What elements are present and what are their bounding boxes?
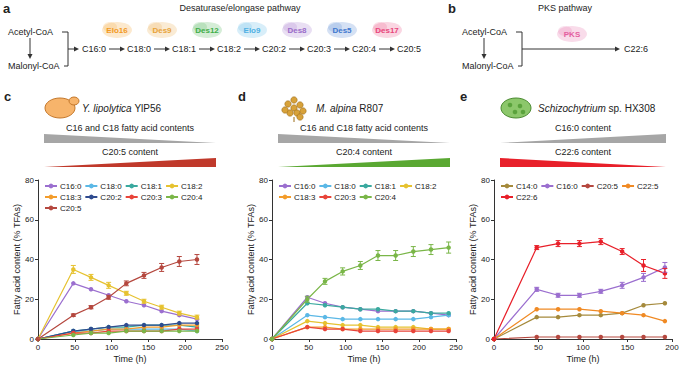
svg-text:40: 40	[25, 255, 34, 264]
svg-text:C20:5: C20:5	[597, 182, 619, 191]
svg-text:100: 100	[339, 343, 353, 352]
svg-text:Elo9: Elo9	[244, 26, 261, 35]
svg-text:PKS pathway: PKS pathway	[538, 3, 593, 13]
svg-text:20: 20	[259, 295, 268, 304]
svg-text:60: 60	[481, 215, 490, 224]
svg-text:C16:0 content: C16:0 content	[555, 123, 612, 133]
svg-text:C18:2: C18:2	[415, 182, 437, 191]
svg-text:C20:4: C20:4	[181, 193, 203, 202]
svg-text:0: 0	[36, 343, 41, 352]
svg-text:80: 80	[481, 176, 490, 185]
svg-text:C18:3: C18:3	[294, 193, 316, 202]
svg-text:Des9: Des9	[152, 26, 172, 35]
svg-text:Y. lipolytica: Y. lipolytica	[82, 103, 132, 114]
svg-text:Des17: Des17	[375, 26, 399, 35]
svg-text:Time (h): Time (h)	[566, 354, 599, 364]
svg-text:C18:0: C18:0	[127, 44, 151, 54]
svg-text:Fatty acid content (% TFAs): Fatty acid content (% TFAs)	[12, 204, 22, 315]
svg-text:100: 100	[105, 343, 119, 352]
svg-text:C16:0: C16:0	[82, 44, 106, 54]
svg-text:60: 60	[259, 215, 268, 224]
svg-text:Malonyl-CoA: Malonyl-CoA	[462, 61, 514, 71]
svg-text:C20:4 content: C20:4 content	[336, 147, 393, 157]
svg-text:C18:2: C18:2	[217, 44, 241, 54]
svg-text:Acetyl-CoA: Acetyl-CoA	[462, 27, 507, 37]
svg-text:0: 0	[270, 343, 275, 352]
svg-text:60: 60	[25, 215, 34, 224]
svg-text:C18:0: C18:0	[334, 182, 356, 191]
svg-text:PKS: PKS	[564, 30, 581, 39]
svg-text:C18:1: C18:1	[375, 182, 397, 191]
svg-text:C22:6 content: C22:6 content	[555, 147, 612, 157]
svg-text:20: 20	[25, 295, 34, 304]
svg-text:C20:3: C20:3	[141, 193, 163, 202]
svg-text:C22:6: C22:6	[516, 193, 538, 202]
svg-text:e: e	[460, 89, 467, 104]
svg-text:80: 80	[259, 176, 268, 185]
svg-text:Acetyl-CoA: Acetyl-CoA	[8, 27, 53, 37]
svg-text:0: 0	[30, 335, 35, 344]
svg-text:c: c	[4, 89, 11, 104]
svg-text:C20:4: C20:4	[375, 193, 397, 202]
svg-text:C20:5: C20:5	[397, 44, 421, 54]
svg-text:0: 0	[492, 343, 497, 352]
svg-text:C20:4: C20:4	[352, 44, 376, 54]
svg-text:M. alpina: M. alpina	[316, 103, 357, 114]
svg-text:Des5: Des5	[332, 26, 352, 35]
svg-text:C20:5: C20:5	[60, 204, 82, 213]
svg-text:C16 and C18 fatty acid content: C16 and C18 fatty acid contents	[66, 123, 195, 133]
svg-text:YlP56: YlP56	[134, 103, 161, 114]
svg-text:250: 250	[215, 343, 229, 352]
svg-text:b: b	[448, 1, 456, 16]
svg-text:C16:0: C16:0	[294, 182, 316, 191]
svg-text:200: 200	[179, 343, 193, 352]
svg-text:Elo16: Elo16	[106, 26, 128, 35]
svg-text:200: 200	[413, 343, 427, 352]
svg-text:80: 80	[25, 176, 34, 185]
svg-text:C20:5 content: C20:5 content	[102, 147, 159, 157]
svg-text:C18:1: C18:1	[172, 44, 196, 54]
svg-text:0: 0	[264, 335, 269, 344]
svg-text:C22:5: C22:5	[637, 182, 659, 191]
svg-text:Schizochytrium: Schizochytrium	[538, 103, 606, 114]
svg-text:20: 20	[481, 295, 490, 304]
svg-text:d: d	[238, 89, 246, 104]
svg-text:0: 0	[486, 335, 491, 344]
svg-text:40: 40	[481, 255, 490, 264]
svg-text:200: 200	[665, 343, 679, 352]
svg-text:Time (h): Time (h)	[347, 354, 380, 364]
svg-text:C16 and C18 fatty acid content: C16 and C18 fatty acid contents	[300, 123, 429, 133]
svg-text:Des12: Des12	[195, 26, 219, 35]
svg-text:Fatty acid content (% TFAs): Fatty acid content (% TFAs)	[468, 204, 478, 315]
svg-text:C18:2: C18:2	[181, 182, 203, 191]
svg-text:Malonyl-CoA: Malonyl-CoA	[8, 61, 60, 71]
svg-text:sp. HX308: sp. HX308	[609, 103, 656, 114]
svg-text:C20:2: C20:2	[262, 44, 286, 54]
svg-text:C22:6: C22:6	[624, 44, 648, 54]
svg-text:150: 150	[376, 343, 390, 352]
svg-text:Time (h): Time (h)	[113, 354, 146, 364]
svg-text:C18:1: C18:1	[141, 182, 163, 191]
svg-text:C20:3: C20:3	[334, 193, 356, 202]
svg-text:R807: R807	[359, 103, 383, 114]
svg-text:40: 40	[259, 255, 268, 264]
svg-text:250: 250	[449, 343, 463, 352]
svg-text:Desaturase/elongase pathway: Desaturase/elongase pathway	[179, 3, 301, 13]
svg-text:Fatty acid content (% TFAs): Fatty acid content (% TFAs)	[246, 204, 256, 315]
svg-text:50: 50	[304, 343, 313, 352]
svg-text:C20:3: C20:3	[307, 44, 331, 54]
svg-text:100: 100	[576, 343, 590, 352]
svg-text:C16:0: C16:0	[556, 182, 578, 191]
svg-text:a: a	[3, 1, 11, 16]
svg-text:C20:2: C20:2	[100, 193, 122, 202]
svg-text:150: 150	[621, 343, 635, 352]
svg-text:C14:0: C14:0	[516, 182, 538, 191]
svg-text:150: 150	[142, 343, 156, 352]
svg-text:50: 50	[534, 343, 543, 352]
svg-text:C18:3: C18:3	[60, 193, 82, 202]
svg-text:C18:0: C18:0	[100, 182, 122, 191]
svg-text:C16:0: C16:0	[60, 182, 82, 191]
svg-text:Des8: Des8	[287, 26, 307, 35]
svg-text:50: 50	[70, 343, 79, 352]
